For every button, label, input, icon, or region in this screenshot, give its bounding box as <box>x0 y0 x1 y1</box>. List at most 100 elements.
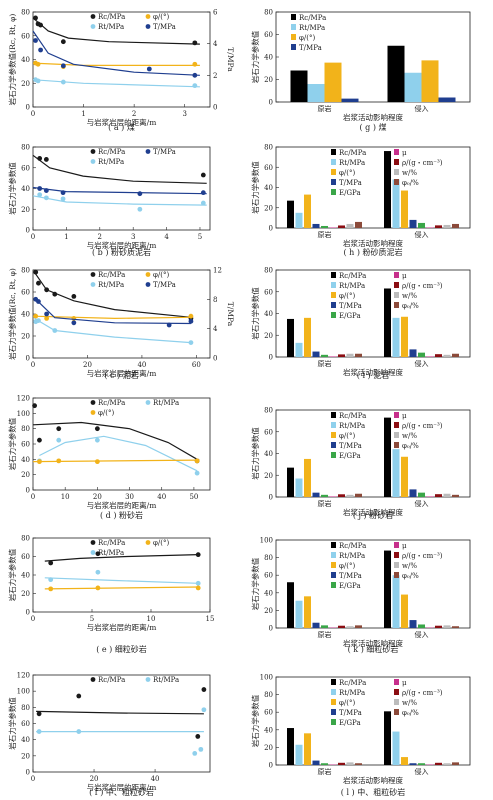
legend-swatch <box>394 412 399 418</box>
y-tick-label: 40 <box>264 184 273 192</box>
fit-line <box>32 315 191 320</box>
category-label: 侵入 <box>415 767 429 776</box>
x-tick-label: 20 <box>90 775 99 783</box>
x-tick-label: 0 <box>31 775 35 783</box>
legend-swatch <box>394 552 399 558</box>
x-axis-label: 岩浆活动影响程度 <box>343 238 403 248</box>
legend-label: Rt/MPa <box>339 282 365 290</box>
legend-label: Rt/MPa <box>153 676 179 684</box>
bar <box>452 494 459 497</box>
y-tick-label: 0 <box>269 625 273 633</box>
y-axis-label: 岩石力学参数值 <box>250 557 260 610</box>
x-tick-label: 4 <box>164 233 169 241</box>
fit-line <box>32 17 200 45</box>
legend-label: T/MPa <box>339 709 362 717</box>
legend-label: T/MPa <box>339 572 362 580</box>
data-point <box>188 318 194 324</box>
legend-label: Rt/MPa <box>339 159 365 167</box>
fit-line <box>44 554 199 562</box>
data-point <box>36 711 42 717</box>
legend-label: T/MPa <box>153 281 176 289</box>
y-tick-label: 20 <box>21 590 30 598</box>
fit-line <box>32 195 207 206</box>
y-tick-label: 80 <box>21 144 30 152</box>
bar <box>287 318 294 357</box>
y-axis-label: 岩石力学参数值 <box>250 694 260 747</box>
legend-label: φ₀/% <box>402 302 419 310</box>
y-tick-label: 40 <box>21 572 30 580</box>
legend-marker <box>90 272 96 277</box>
plot-frame <box>32 397 211 491</box>
bar <box>392 731 400 765</box>
bar <box>346 626 354 628</box>
bar <box>435 625 442 628</box>
bar <box>421 60 439 102</box>
fit-line <box>36 710 204 715</box>
legend-marker <box>90 410 96 415</box>
bar <box>409 489 417 497</box>
y-tick-label: 0 <box>26 769 30 777</box>
data-point <box>200 190 206 196</box>
chart-caption: ( j ) 粉砂岩 <box>353 510 393 520</box>
data-point <box>192 72 198 78</box>
data-point <box>36 280 41 286</box>
data-point <box>37 192 43 198</box>
legend-marker <box>145 540 151 545</box>
legend-swatch <box>394 709 399 715</box>
bar <box>321 625 328 628</box>
legend-label: T/MPa <box>339 442 362 450</box>
legend-swatch <box>394 169 399 175</box>
x-tick-label: 20 <box>83 361 92 369</box>
bar <box>438 97 456 102</box>
data-point <box>188 340 194 345</box>
x-tick-label: 1 <box>81 110 85 118</box>
y-tick-label: 100 <box>17 410 30 418</box>
bar <box>346 494 354 497</box>
x-tick-label: 10 <box>147 615 156 623</box>
chart-caption: ( a ) 煤 <box>108 122 135 132</box>
data-point <box>76 729 82 734</box>
bar <box>426 227 434 228</box>
legend-label: T/MPa <box>339 179 362 187</box>
bar <box>304 733 311 765</box>
legend-swatch <box>331 302 336 308</box>
legend-label: Rt/MPa <box>98 158 124 166</box>
x-tick-label: 40 <box>157 493 166 501</box>
legend-label: μ <box>402 542 407 550</box>
y-tick-label: 20 <box>21 471 30 479</box>
legend-swatch <box>331 292 336 298</box>
data-point <box>37 186 43 191</box>
bar <box>287 200 294 228</box>
bar <box>321 225 328 228</box>
legend-swatch <box>331 562 336 568</box>
plot-frame <box>275 676 471 766</box>
legend-swatch <box>331 432 336 438</box>
fit-line <box>32 62 200 66</box>
legend-label: Rt/MPa <box>299 24 325 32</box>
data-point <box>192 40 198 46</box>
data-point <box>198 746 204 752</box>
legend-swatch <box>394 179 399 185</box>
legend-label: φ₀/% <box>402 179 419 187</box>
y-tick-label: 60 <box>264 709 273 717</box>
bar <box>409 349 417 357</box>
y-tick-label: 0 <box>26 227 30 235</box>
y-tick-label: 40 <box>21 736 30 744</box>
legend-label: E/GPa <box>339 719 361 727</box>
legend-label: ρ/(g・cm⁻³) <box>402 689 443 697</box>
data-point <box>36 729 42 734</box>
legend-label: E/GPa <box>339 582 361 590</box>
bar <box>346 353 354 357</box>
y2-tick-label: 12 <box>213 267 222 275</box>
legend-label: φ₀/% <box>402 572 419 580</box>
data-point <box>43 157 49 162</box>
fit-line <box>33 271 191 318</box>
legend-label: ρ/(g・cm⁻³) <box>402 552 443 560</box>
legend-swatch <box>331 149 336 155</box>
bar <box>321 763 328 765</box>
chart-caption: ( g ) 煤 <box>360 122 387 132</box>
data-point <box>192 61 198 67</box>
y-tick-label: 0 <box>26 609 30 617</box>
legend-label: φ₀/% <box>402 442 419 450</box>
